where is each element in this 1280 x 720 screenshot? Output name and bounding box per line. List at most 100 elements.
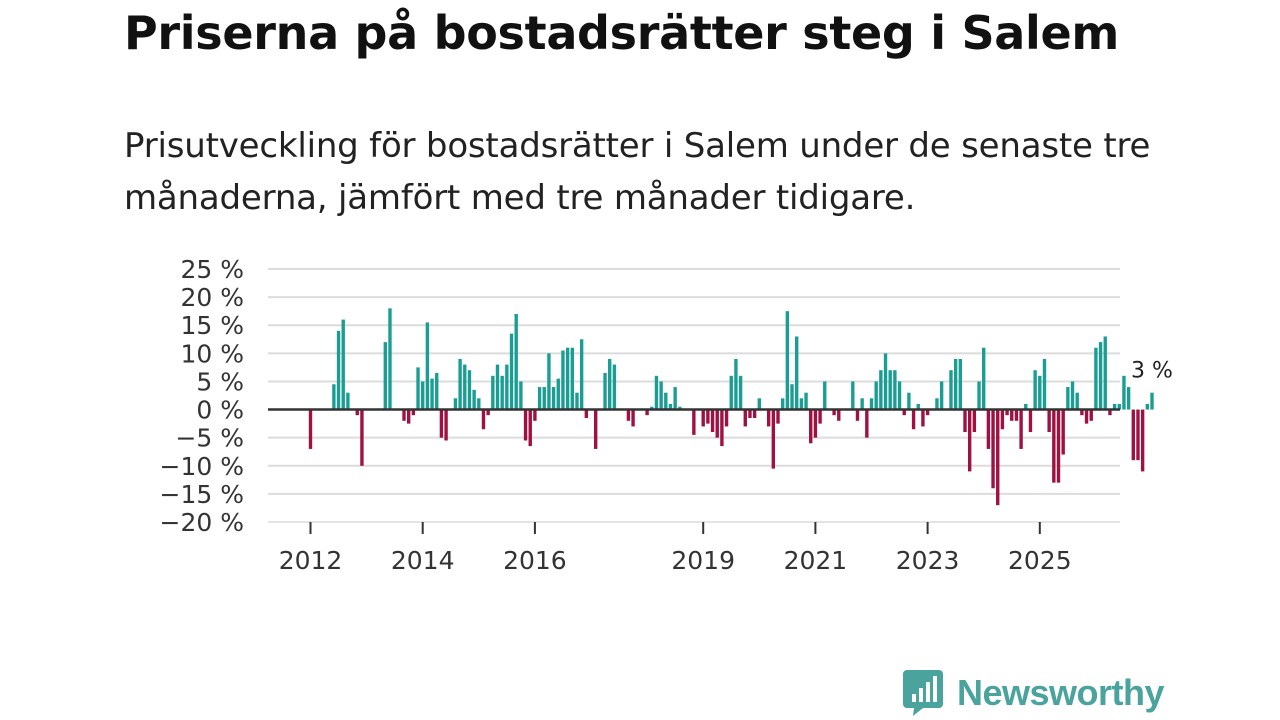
bar [467, 370, 472, 410]
bar [771, 409, 776, 469]
bar [631, 409, 635, 427]
bar [425, 322, 430, 410]
last-value-label: 3 % [1131, 359, 1173, 384]
bar [593, 409, 598, 449]
bar [612, 364, 617, 410]
bar [486, 409, 490, 416]
bar [1042, 358, 1047, 410]
bar [804, 392, 808, 410]
bar [453, 398, 458, 410]
x-axis-ticks: 2012 2014 2016 2019 2021 2023 2025 [268, 521, 1120, 575]
chart-subtitle: Prisutveckling för bostadsrätter i Salem… [124, 126, 1151, 218]
bar [1112, 403, 1117, 410]
bar [818, 409, 822, 424]
bar [972, 409, 977, 433]
bar [519, 381, 523, 410]
bar [729, 375, 733, 410]
bar [851, 381, 855, 410]
bar [743, 409, 747, 427]
bar [939, 381, 944, 410]
bar [435, 373, 439, 410]
bar [458, 358, 462, 410]
bar [509, 333, 514, 410]
bar [421, 381, 425, 410]
bar [1126, 387, 1131, 410]
bar [766, 409, 771, 427]
bar [626, 409, 631, 421]
bar [481, 409, 486, 430]
bar [706, 409, 710, 424]
bar [500, 375, 504, 410]
bar [1052, 409, 1056, 483]
bar [645, 409, 649, 416]
y-tick-label: 25 % [180, 255, 244, 284]
bars [308, 308, 1154, 506]
bar [752, 409, 757, 418]
bar [888, 370, 892, 410]
bar [332, 384, 336, 410]
bar [809, 409, 813, 444]
bar [383, 342, 387, 410]
bar [780, 398, 785, 410]
newsworthy-logo: Newsworthy [903, 670, 1165, 716]
bar [1014, 409, 1019, 421]
y-tick-label: −20 % [160, 508, 244, 537]
bar [411, 409, 416, 416]
bar [1117, 403, 1121, 410]
y-tick-label: −5 % [175, 424, 244, 453]
bar [308, 409, 313, 449]
bar [579, 339, 584, 410]
bar [1080, 409, 1084, 416]
bar [897, 381, 902, 410]
x-tick-label: 2016 [503, 546, 567, 575]
bar [472, 389, 476, 410]
bar [561, 350, 565, 410]
bar [341, 319, 345, 410]
bar [813, 409, 818, 438]
bar [1075, 392, 1079, 410]
bar [477, 398, 481, 410]
bar [491, 375, 495, 410]
bar [608, 358, 612, 410]
bar-chart: 25 %20 %15 %10 %5 %0 %−5 %−10 %−15 %−20 … [160, 255, 1173, 575]
bar [916, 403, 920, 410]
bar [650, 406, 654, 410]
bar [668, 403, 673, 410]
bar [584, 409, 589, 418]
bar [935, 398, 939, 410]
bar [911, 409, 916, 430]
bar [701, 409, 705, 427]
x-tick-label: 2025 [1008, 546, 1072, 575]
bar [958, 358, 963, 410]
bar [865, 409, 869, 438]
bar [444, 409, 448, 441]
bar [537, 387, 542, 410]
bar [869, 398, 874, 410]
bar [570, 347, 574, 410]
bar [346, 392, 350, 410]
bar [1047, 409, 1051, 433]
bar [883, 353, 888, 410]
data-labels: 3 % [1131, 359, 1173, 384]
bar [893, 370, 897, 410]
bar [523, 409, 528, 441]
bar [1108, 409, 1112, 416]
bar [986, 409, 991, 449]
bar [949, 370, 953, 410]
bar [1145, 403, 1150, 410]
bar [738, 375, 743, 410]
bar [336, 330, 341, 410]
bar [1140, 409, 1145, 472]
bar [837, 409, 841, 421]
bar [982, 347, 986, 410]
bar [547, 353, 551, 410]
bar [748, 409, 752, 418]
bar [542, 387, 546, 410]
bar [1098, 342, 1103, 410]
bar [575, 392, 579, 410]
x-tick-label: 2014 [391, 546, 455, 575]
y-tick-label: −10 % [160, 452, 244, 481]
y-tick-label: 0 % [196, 396, 244, 425]
bar [776, 409, 780, 424]
bar [402, 409, 406, 421]
